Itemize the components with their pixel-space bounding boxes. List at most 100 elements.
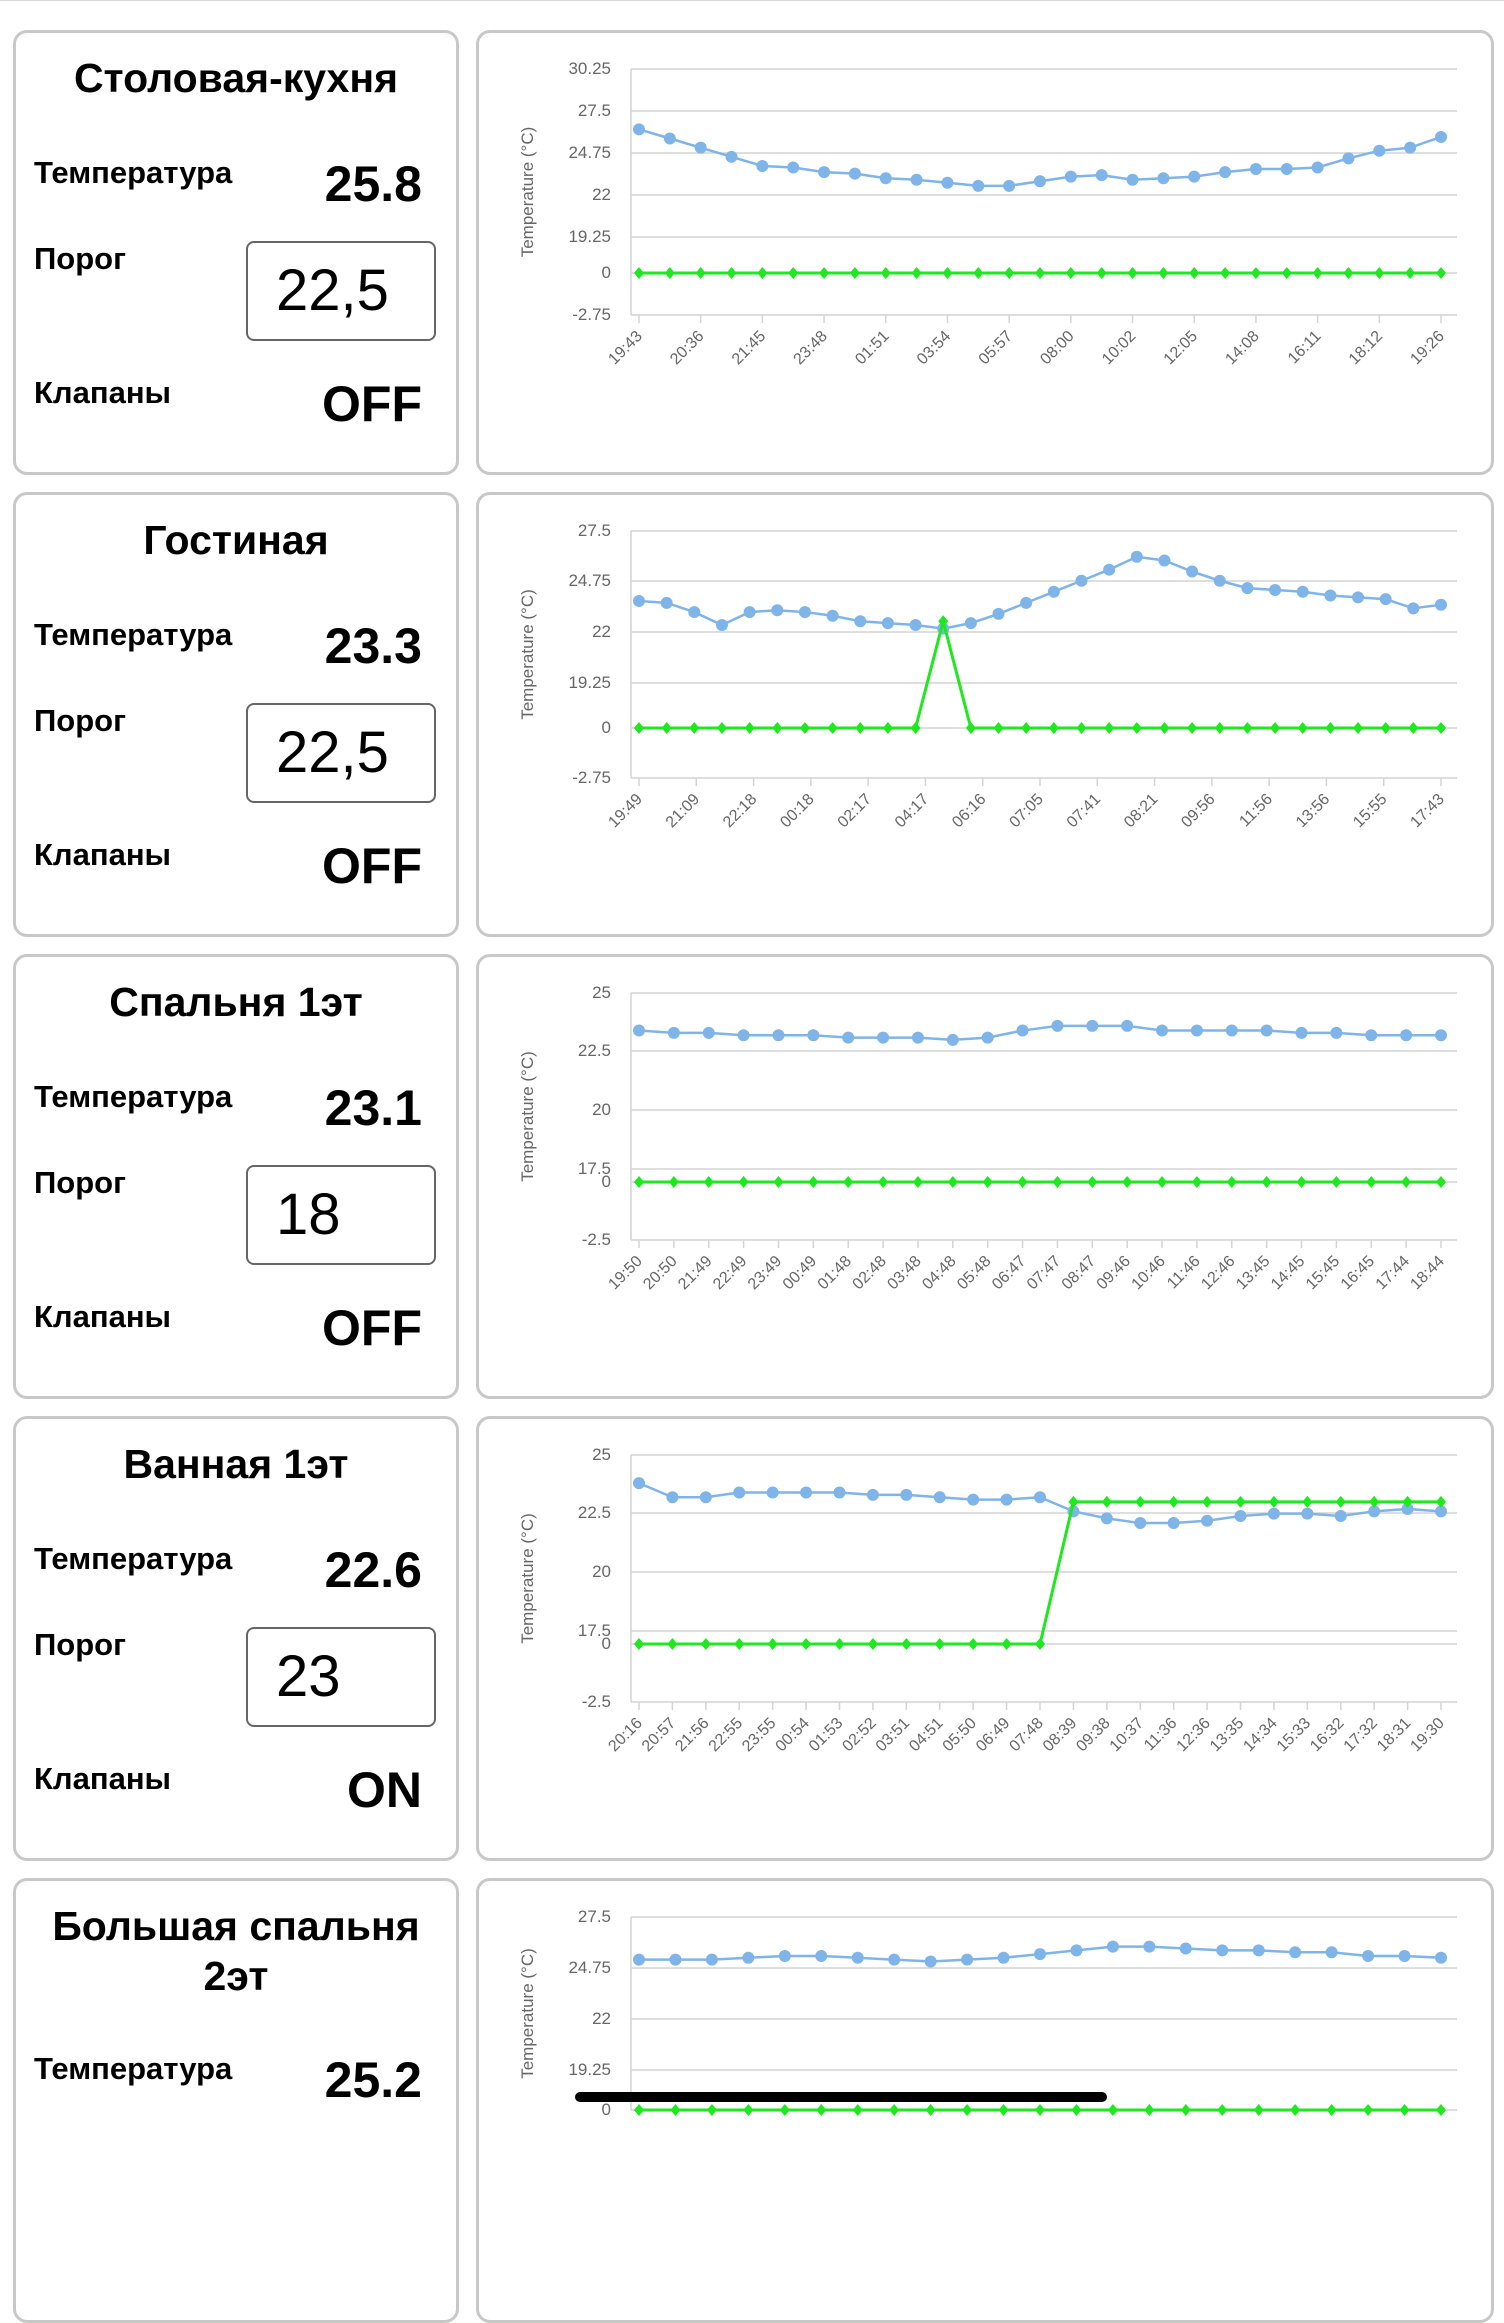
temperature-point bbox=[1252, 1944, 1265, 1957]
x-tick-label: 19:26 bbox=[1407, 328, 1447, 368]
x-tick-label: 02:17 bbox=[835, 791, 875, 831]
valve-point bbox=[942, 267, 953, 279]
valve-point bbox=[1326, 2104, 1337, 2116]
valve-point bbox=[982, 1176, 993, 1188]
temperature-point bbox=[1167, 1517, 1180, 1530]
valves-status: OFF bbox=[322, 838, 422, 894]
valve-point bbox=[1159, 722, 1170, 734]
valve-point bbox=[878, 1176, 889, 1188]
valve-point bbox=[1122, 1176, 1133, 1188]
temperature-point bbox=[1280, 163, 1293, 176]
temperature-point bbox=[1047, 585, 1060, 598]
temperature-point bbox=[737, 1029, 750, 1042]
valve-point bbox=[1191, 1176, 1202, 1188]
valve-point bbox=[695, 267, 706, 279]
valve-point bbox=[1253, 2104, 1264, 2116]
valve-point bbox=[852, 2104, 863, 2116]
valve-point bbox=[703, 1176, 714, 1188]
x-tick-label: 15:33 bbox=[1274, 1715, 1314, 1755]
valve-point bbox=[1157, 1176, 1168, 1188]
y-axis-title: Temperature (°C) bbox=[518, 127, 537, 258]
valve-point bbox=[912, 1176, 923, 1188]
valve-point bbox=[827, 722, 838, 734]
valve-point bbox=[1187, 722, 1198, 734]
threshold-input[interactable]: 18 bbox=[246, 1165, 436, 1265]
valve-point bbox=[700, 1638, 711, 1650]
valve-point bbox=[1250, 267, 1261, 279]
valve-point bbox=[670, 2104, 681, 2116]
x-tick-label: 02:48 bbox=[850, 1253, 890, 1293]
threshold-input[interactable]: 23 bbox=[246, 1627, 436, 1727]
valve-point bbox=[779, 2104, 790, 2116]
valve-point bbox=[1065, 267, 1076, 279]
valve-point bbox=[767, 1638, 778, 1650]
temperature-point bbox=[1249, 163, 1262, 176]
x-tick-label: 20:36 bbox=[667, 328, 707, 368]
y-tick-label: 22.5 bbox=[578, 1041, 611, 1060]
valve-point bbox=[1052, 1176, 1063, 1188]
threshold-input[interactable]: 22,5 bbox=[246, 241, 436, 341]
x-tick-label: 10:02 bbox=[1099, 328, 1139, 368]
temperature-point bbox=[848, 167, 861, 180]
temperature-series-line bbox=[638, 555, 1442, 630]
temperature-point bbox=[1234, 1510, 1247, 1523]
valve-point bbox=[801, 1638, 812, 1650]
temperature-point bbox=[851, 1951, 864, 1964]
temperature-point bbox=[742, 1951, 755, 1964]
temperature-point bbox=[663, 132, 676, 145]
temperature-point bbox=[1064, 170, 1077, 183]
x-tick-label: 19:30 bbox=[1407, 1715, 1447, 1755]
temperature-point bbox=[1324, 589, 1337, 602]
valve-point bbox=[1325, 722, 1336, 734]
room-title: Спальня 1эт bbox=[109, 979, 363, 1025]
x-tick-label: 06:16 bbox=[949, 791, 989, 831]
temperature-point bbox=[1435, 1505, 1447, 1518]
valve-point bbox=[1402, 1495, 1413, 1508]
y-tick-label: 20 bbox=[592, 1100, 611, 1119]
top-divider bbox=[0, 0, 1504, 1]
x-tick-label: 09:46 bbox=[1094, 1253, 1134, 1293]
valve-point bbox=[1436, 267, 1446, 279]
x-tick-label: 11:56 bbox=[1236, 791, 1276, 831]
threshold-label: Порог bbox=[34, 1165, 127, 1200]
valve-point bbox=[744, 722, 755, 734]
valve-point bbox=[1335, 1495, 1346, 1508]
valve-point bbox=[1408, 722, 1419, 734]
valve-point bbox=[1235, 1495, 1246, 1508]
home-indicator[interactable] bbox=[575, 2092, 1107, 2102]
x-tick-label: 23:49 bbox=[745, 1253, 785, 1293]
x-tick-label: 17:44 bbox=[1373, 1253, 1413, 1293]
valve-point bbox=[757, 267, 768, 279]
valves-label: Клапаны bbox=[34, 375, 172, 410]
temperature-point bbox=[705, 1953, 718, 1966]
valve-series-line bbox=[639, 615, 1441, 730]
valve-point bbox=[819, 267, 830, 279]
temperature-point bbox=[1130, 550, 1143, 563]
temperature-point bbox=[1330, 1026, 1343, 1039]
threshold-input[interactable]: 22,5 bbox=[246, 703, 436, 803]
y-axis-title: Temperature (°C) bbox=[518, 1513, 537, 1644]
temperature-point bbox=[833, 1486, 846, 1499]
temperature-point bbox=[756, 159, 769, 172]
valve-point bbox=[661, 722, 672, 734]
x-tick-label: 17:43 bbox=[1407, 791, 1447, 831]
valve-point bbox=[882, 722, 893, 734]
temperature-point bbox=[1225, 1024, 1238, 1037]
temperature-label: Температура bbox=[34, 1079, 233, 1114]
temperature-point bbox=[1342, 152, 1355, 165]
temperature-point bbox=[1086, 1019, 1099, 1032]
y-tick-label: 22 bbox=[592, 622, 611, 641]
valve-point bbox=[993, 722, 1004, 734]
temperature-point bbox=[877, 1031, 890, 1044]
valve-point bbox=[1035, 1638, 1045, 1650]
temperature-point bbox=[1121, 1019, 1134, 1032]
temperature-point bbox=[1295, 1026, 1308, 1039]
temperature-point bbox=[879, 172, 892, 185]
temperature-point bbox=[733, 1486, 746, 1499]
x-tick-label: 18:44 bbox=[1407, 1253, 1447, 1293]
x-tick-label: 00:18 bbox=[777, 791, 817, 831]
temperature-point bbox=[1400, 1029, 1413, 1042]
valve-point bbox=[1380, 722, 1391, 734]
valve-point bbox=[1343, 267, 1354, 279]
temperature-value: 23.3 bbox=[324, 618, 422, 674]
